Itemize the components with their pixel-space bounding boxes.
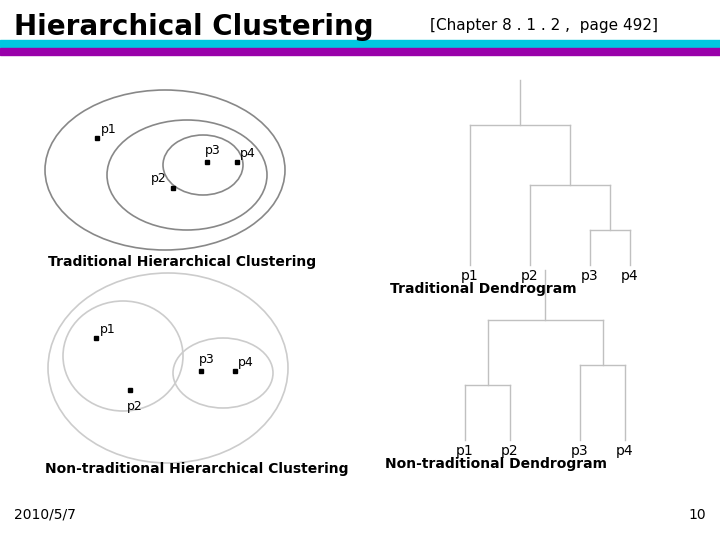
Text: p3: p3 bbox=[581, 269, 599, 283]
Text: p4: p4 bbox=[616, 444, 634, 458]
Text: p4: p4 bbox=[238, 356, 253, 369]
Text: [Chapter 8 . 1 . 2 ,  page 492]: [Chapter 8 . 1 . 2 , page 492] bbox=[430, 18, 658, 33]
Text: p1: p1 bbox=[100, 323, 116, 336]
Text: 2010/5/7: 2010/5/7 bbox=[14, 508, 76, 522]
Text: p3: p3 bbox=[571, 444, 589, 458]
Text: p2: p2 bbox=[127, 400, 143, 413]
Text: p3: p3 bbox=[199, 353, 215, 366]
Text: p4: p4 bbox=[240, 147, 256, 160]
Bar bbox=[0, 40, 720, 47]
Text: Traditional Dendrogram: Traditional Dendrogram bbox=[390, 282, 577, 296]
Text: p1: p1 bbox=[461, 269, 479, 283]
Text: Non-traditional Hierarchical Clustering: Non-traditional Hierarchical Clustering bbox=[45, 462, 348, 476]
Text: p2: p2 bbox=[521, 269, 539, 283]
Text: p4: p4 bbox=[621, 269, 639, 283]
Text: Traditional Hierarchical Clustering: Traditional Hierarchical Clustering bbox=[48, 255, 316, 269]
Bar bbox=[0, 48, 720, 55]
Text: Hierarchical Clustering: Hierarchical Clustering bbox=[14, 13, 374, 41]
Text: p3: p3 bbox=[205, 144, 221, 157]
Text: 10: 10 bbox=[688, 508, 706, 522]
Text: p1: p1 bbox=[456, 444, 474, 458]
Text: p2: p2 bbox=[501, 444, 519, 458]
Text: Non-traditional Dendrogram: Non-traditional Dendrogram bbox=[385, 457, 607, 471]
Text: p2: p2 bbox=[151, 172, 167, 185]
Text: p1: p1 bbox=[101, 123, 117, 136]
